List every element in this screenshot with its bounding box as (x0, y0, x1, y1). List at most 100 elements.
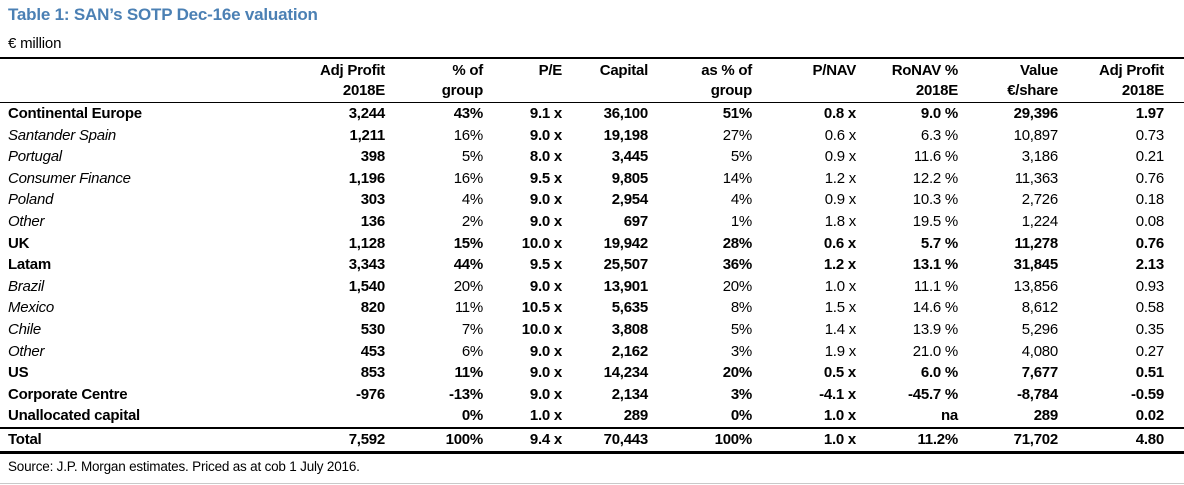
table-cell: 0.02 (1135, 407, 1164, 425)
table-cell: 44% (453, 256, 484, 274)
column-header: Adj Profit 2018E (1058, 57, 1184, 103)
table-cell: 14% (722, 169, 753, 187)
row-label: Poland (8, 191, 54, 209)
column-header (0, 57, 275, 103)
table-cell: 1,128 (348, 234, 386, 252)
table-cell: 10.0 x (521, 320, 562, 338)
table-cell: 27% (722, 126, 753, 144)
table-cell: 9.0 x (529, 364, 562, 382)
table-cell: 6.0 % (920, 364, 958, 382)
row-label: Corporate Centre (8, 385, 128, 403)
table-cell: 0.76 (1135, 169, 1164, 187)
row-label: Latam (8, 256, 51, 274)
column-header: P/E (483, 57, 562, 103)
table-cell: 5,296 (1021, 320, 1059, 338)
table-row: UK 1,128 15% 10.0 x 19,942 28% 0.6 x 5.7 % 11,27… (0, 233, 1184, 255)
table-cell: 2,162 (611, 342, 649, 360)
table-cell: 0.08 (1135, 212, 1164, 230)
table-header-row: Adj Profit 2018E% of group P/E Capital as % o… (0, 57, 1184, 103)
table-cell: 10.3 % (912, 191, 958, 209)
row-label: Unallocated capital (8, 407, 140, 425)
table-cell: 2,726 (1021, 191, 1059, 209)
table-cell: 19,198 (603, 126, 649, 144)
table-cell: 4,080 (1021, 342, 1059, 360)
table-cell: 3,186 (1021, 148, 1059, 166)
table-cell: 100% (648, 426, 752, 454)
table-cell: 29,396 (1013, 105, 1059, 122)
table-cell: 3,244 (348, 105, 386, 122)
table-cell: 9.0 x (529, 385, 562, 403)
table-cell: 43% (453, 105, 484, 122)
table-row: Latam 3,343 44% 9.5 x 25,507 36% 1.2 x 13.1 % 31… (0, 254, 1184, 276)
table-cell: 11.1 % (913, 277, 958, 295)
table-title: Table 1: SAN’s SOTP Dec-16e valuation (8, 5, 318, 24)
table-cell: 25,507 (603, 256, 649, 274)
table-cell: 697 (623, 212, 649, 230)
table-cell: 11% (454, 364, 484, 382)
table-cell: 7,592 (275, 426, 385, 454)
table-cell: -0.59 (1131, 385, 1164, 403)
column-header: as % of group (648, 57, 752, 103)
table-cell: 0.93 (1135, 277, 1164, 295)
table-cell: 1,211 (349, 126, 386, 144)
column-header: P/NAV (752, 57, 856, 103)
row-label: Portugal (8, 148, 62, 166)
row-label: Total (0, 426, 275, 454)
table-cell: 1.2 x (824, 169, 857, 187)
column-header: Value €/share (958, 57, 1058, 103)
table-cell: 11.2% (856, 426, 958, 454)
table-cell: 0.18 (1135, 191, 1164, 209)
table-cell: 20% (722, 277, 753, 295)
table-cell: 1.0 x (824, 277, 857, 295)
table-units-label: € million (8, 35, 62, 52)
table-cell: 1.97 (1135, 105, 1164, 122)
table-cell: 8.0 x (529, 148, 562, 166)
table-cell: 1.4 x (824, 320, 857, 338)
table-cell: 5.7 % (920, 234, 958, 252)
column-header: Adj Profit 2018E (275, 57, 385, 103)
table-cell: 16% (453, 169, 484, 187)
table-cell: 0.76 (1135, 234, 1164, 252)
table-cell: 5,635 (611, 299, 649, 317)
table-cell: 2,954 (611, 191, 649, 209)
table-row: Mexico 820 11% 10.5 x 5,635 8% 1.5 x 14.6 % 8,61… (0, 297, 1184, 319)
table-cell: 0% (461, 407, 483, 425)
table-cell: 5% (730, 320, 752, 338)
table-cell: -4.1 x (819, 385, 856, 403)
table-cell: 3,808 (611, 320, 649, 338)
bottom-divider (0, 483, 1184, 484)
table-cell: 16% (453, 126, 484, 144)
table-row: Corporate Centre -976 -13% 9.0 x 2,134 3% -4.1… (0, 384, 1184, 406)
table-cell: 853 (360, 364, 386, 382)
table-cell: 1.5 x (824, 299, 857, 317)
table-cell: 0.21 (1135, 148, 1164, 166)
table-cell: -45.7 % (908, 385, 958, 403)
table-cell: 0.6 x (823, 234, 856, 252)
table-cell: 4% (730, 191, 752, 209)
table-cell: 9.5 x (529, 256, 562, 274)
table-cell: 1.9 x (824, 342, 857, 360)
table-cell: 0.58 (1135, 299, 1164, 317)
table-cell: 6% (461, 342, 483, 360)
table-cell: 0% (730, 407, 752, 425)
table-cell: 9.0 x (529, 126, 562, 144)
table-cell: 19.5 % (912, 212, 958, 230)
table-cell: 13,901 (603, 277, 649, 295)
table-cell: 10,897 (1013, 126, 1059, 144)
table-cell: 1.8 x (824, 212, 857, 230)
row-label: Other (8, 342, 45, 360)
row-label: Brazil (8, 277, 45, 295)
column-header: RoNAV % 2018E (856, 57, 958, 103)
table-cell (275, 405, 385, 428)
table-cell: 8,612 (1021, 299, 1059, 317)
table-cell: 31,845 (1013, 256, 1059, 274)
table-cell: 13.9 % (912, 320, 958, 338)
table-cell: 2% (461, 212, 483, 230)
table-cell: 0.73 (1135, 126, 1164, 144)
table-cell: 71,702 (958, 426, 1058, 454)
table-cell: 19,942 (603, 234, 649, 252)
table-row: Santander Spain 1,211 16% 9.0 x 19,198 27% 0.6… (0, 125, 1184, 147)
table-cell: 11.6 % (913, 148, 958, 166)
table-cell: 0.8 x (823, 105, 856, 122)
